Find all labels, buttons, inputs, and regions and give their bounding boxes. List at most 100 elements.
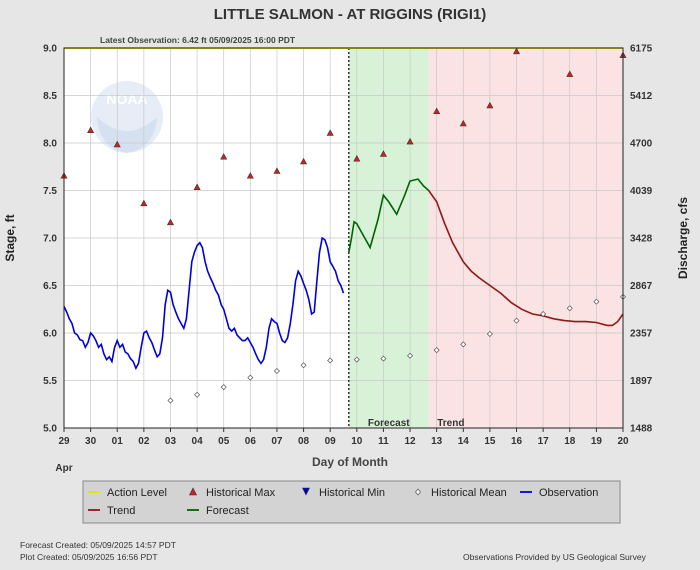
x-tick-label: 13 (431, 436, 443, 447)
historical-max-point (566, 70, 574, 77)
forecast-series-line (348, 178, 430, 253)
x-tick-label: 08 (298, 436, 310, 447)
y-axis-label-left: Stage, ft (3, 214, 17, 261)
historical-max-point (246, 172, 254, 179)
x-tick-label: 02 (138, 436, 150, 447)
legend-swatch-triangle-down (302, 487, 310, 496)
historical-mean-point (327, 357, 334, 364)
historical-mean-point (486, 330, 493, 337)
forecast-region-label: Forecast (368, 418, 410, 429)
y-tick-label-left: 5.0 (43, 424, 57, 435)
trend-series-line (428, 190, 624, 327)
legend-box (82, 480, 621, 524)
historical-mean-point (194, 391, 201, 398)
y-axis-label-right: Discharge, cfs (676, 197, 690, 279)
historical-mean-point (433, 347, 440, 354)
plot-created: Plot Created: 05/09/2025 16:56 PDT (20, 552, 158, 562)
historical-mean-point (540, 311, 547, 317)
y-tick-label-right: 5412 (630, 91, 653, 102)
x-tick-label: 29 (58, 436, 70, 447)
historical-max-point (87, 126, 95, 133)
markers-layer (60, 47, 627, 404)
legend-item: Historical Max (189, 487, 276, 499)
historical-max-point (273, 167, 281, 174)
historical-max-point (113, 140, 121, 148)
x-tick-label: 09 (325, 436, 337, 447)
month-label: Apr (55, 463, 72, 474)
historical-max-point (406, 137, 414, 145)
historical-mean-point (247, 374, 254, 381)
legend-item: Forecast (187, 505, 249, 517)
historical-max-point (300, 157, 308, 165)
data-credit: Observations Provided by US Geological S… (463, 552, 646, 562)
historical-max-point (513, 47, 521, 55)
legend-item: Action Level (88, 487, 167, 499)
legend-label: Forecast (206, 505, 249, 517)
forecast-created: Forecast Created: 05/09/2025 14:57 PDT (20, 540, 176, 550)
historical-mean-point (407, 352, 414, 359)
y-tick-label-right: 2867 (630, 281, 653, 292)
legend-swatch-diamond (415, 488, 421, 496)
x-tick-label: 04 (192, 436, 204, 447)
historical-mean-point (353, 356, 360, 363)
x-tick-label: 17 (538, 436, 550, 447)
legend-label: Historical Min (319, 487, 385, 499)
legend-item: Historical Min (302, 487, 385, 499)
y-tick-label-right: 1488 (630, 424, 653, 435)
series-layer (63, 178, 624, 371)
historical-max-point (193, 183, 201, 190)
historical-max-point (166, 218, 174, 226)
historical-mean-point (460, 341, 467, 348)
legend-item: Historical Mean (415, 487, 507, 499)
historical-mean-point (380, 355, 387, 362)
legend-label: Action Level (107, 487, 167, 499)
historical-mean-point (220, 384, 227, 391)
legend-label: Historical Mean (431, 487, 507, 499)
y-tick-label-left: 9.0 (43, 44, 57, 55)
trend-region-label: Trend (437, 418, 464, 429)
x-tick-label: 07 (271, 436, 283, 447)
historical-mean-point (273, 368, 280, 374)
historical-mean-point (300, 362, 307, 369)
legend-label: Historical Max (206, 487, 276, 499)
legend-item: Observation (520, 487, 598, 499)
y-tick-label-right: 3428 (630, 234, 653, 245)
x-axis-label: Day of Month (312, 455, 388, 469)
historical-max-point (379, 150, 387, 157)
x-tick-label: 18 (564, 436, 576, 447)
historical-max-point (140, 199, 148, 207)
x-tick-label: 14 (458, 436, 470, 447)
latest-observation: Latest Observation: 6.42 ft 05/09/2025 1… (100, 35, 296, 45)
historical-max-point (433, 107, 441, 114)
historical-max-point (353, 155, 361, 162)
legend-swatch-triangle-up (189, 487, 197, 496)
historical-mean-point (593, 298, 600, 305)
historical-max-point (326, 129, 334, 136)
x-tick-label: 06 (245, 436, 257, 447)
x-tick-label: 30 (85, 436, 97, 447)
noaa-logo-text: NOAA (106, 91, 147, 107)
y-tick-label-left: 8.5 (43, 91, 57, 102)
legend-label: Trend (107, 505, 135, 517)
x-tick-label: 15 (484, 436, 496, 447)
x-tick-label: 12 (404, 436, 416, 447)
plot-frame (63, 47, 624, 429)
y-tick-label-right: 6175 (630, 44, 653, 55)
y-tick-label-left: 8.0 (43, 139, 57, 150)
x-tick-label: 01 (112, 436, 124, 447)
historical-max-point (486, 101, 494, 109)
x-tick-label: 16 (511, 436, 523, 447)
y-tick-label-left: 7.0 (43, 234, 57, 245)
observation-series-line (63, 236, 345, 371)
legend: Action Level Historical Max Historical Min… (82, 480, 621, 524)
historical-max-point (459, 119, 467, 127)
historical-mean-point (167, 397, 174, 404)
x-tick-label: 11 (378, 436, 389, 447)
y-tick-label-left: 6.0 (43, 329, 57, 340)
x-tick-label: 19 (591, 436, 603, 447)
x-tick-label: 05 (218, 436, 230, 447)
y-tick-label-left: 7.5 (43, 186, 57, 197)
historical-mean-point (566, 305, 573, 312)
noaa-logo-watermark: NOAA (91, 81, 163, 153)
